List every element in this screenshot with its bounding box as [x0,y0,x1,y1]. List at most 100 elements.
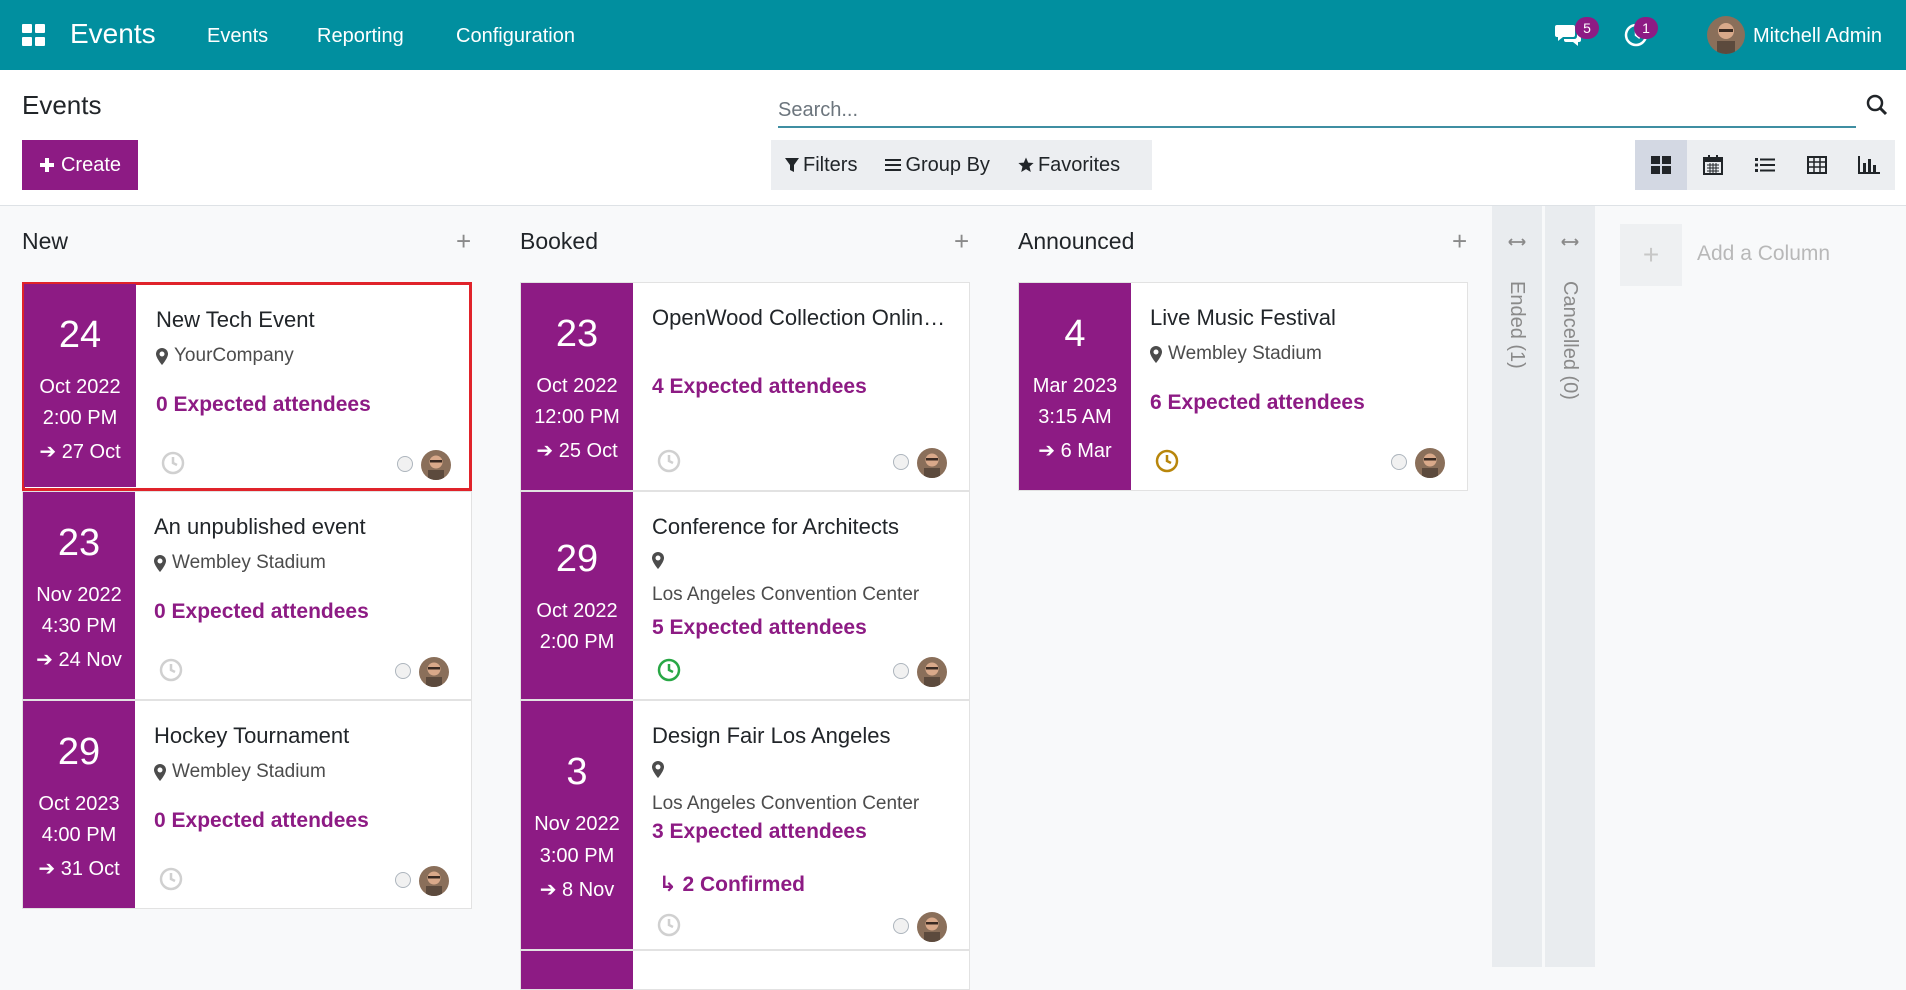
date-end-label: 6 Mar [1060,440,1112,462]
responsible-avatar[interactable] [1415,448,1445,478]
groupby-label: Group By [905,153,990,176]
activity-clock-icon[interactable] [657,913,681,942]
kanban-state-dot[interactable] [1391,454,1407,470]
control-panel: Events Create Filters Group By Favorites [0,70,1906,206]
date-time: 4:30 PM [41,615,117,637]
column-quick-create-announced[interactable]: + [1452,226,1468,256]
column-quick-create-booked[interactable]: + [954,226,970,256]
date-block: 3 Nov 2022 3:00 PM ➔ 8 Nov [521,701,633,949]
pivot-view-button[interactable] [1791,140,1843,190]
kanban-state-dot[interactable] [893,454,909,470]
event-location-label: Los Angeles Convention Center [652,584,920,605]
add-column-button[interactable]: + [1620,224,1682,286]
expand-arrows-icon [1508,234,1526,252]
date-block: 4 Mar 2023 3:15 AM ➔ 6 Mar [1019,283,1131,490]
add-column-label[interactable]: Add a Column [1697,242,1831,265]
activity-clock-icon[interactable] [159,867,183,896]
folded-column-label: Cancelled (0) [1559,281,1581,400]
date-time: 2:00 PM [539,631,615,653]
date-end-label: 8 Nov [562,879,615,901]
arrow-right-icon: ➔ [39,441,62,463]
expected-attendees: 0 Expected attendees [154,809,369,832]
date-month: Oct 2022 [39,376,121,398]
date-block: 29 Oct 2023 4:00 PM ➔ 31 Oct [23,701,135,908]
kanban-state-dot[interactable] [395,872,411,888]
expand-arrows-icon [1561,234,1579,252]
date-end: ➔ 25 Oct [521,438,633,463]
menu-reporting[interactable]: Reporting [317,25,404,47]
kanban-state-dot[interactable] [893,918,909,934]
event-card[interactable]: 23 Nov 2022 4:30 PM ➔ 24 Nov An unpublis… [22,491,472,700]
user-name[interactable]: Mitchell Admin [1753,25,1882,47]
page-title: Events [22,90,102,120]
list-view-button[interactable] [1739,140,1791,190]
date-month: Nov 2022 [534,813,620,835]
responsible-avatar[interactable] [917,448,947,478]
arrow-right-icon: ➔ [36,649,59,671]
activity-clock-icon[interactable] [1155,449,1179,478]
calendar-view-button[interactable] [1687,140,1739,190]
folded-column-ended[interactable]: Ended (1) [1492,206,1542,967]
responsible-avatar[interactable] [917,912,947,942]
event-title: Conference for Architects [652,514,900,539]
create-label: Create [60,153,122,176]
event-card[interactable]: 24 Oct 2022 2:00 PM ➔ 27 Oct New Tech Ev… [22,282,472,491]
menu-events[interactable]: Events [207,25,269,47]
apps-menu-icon[interactable] [22,24,46,46]
date-month: Mar 2023 [1032,375,1118,397]
event-card[interactable]: 4 Mar 2023 3:15 AM ➔ 6 Mar Live Music Fe… [1018,282,1468,491]
graph-view-button[interactable] [1843,140,1895,190]
map-marker-icon [156,347,168,365]
responsible-avatar[interactable] [421,450,451,480]
favorites-button[interactable]: Favorites [1018,154,1120,177]
kanban-icon [1651,156,1671,174]
expected-attendees: 6 Expected attendees [1150,391,1365,414]
filters-button[interactable]: Filters [785,154,857,177]
event-card[interactable]: 3 Nov 2022 3:00 PM ➔ 8 Nov Design Fair L… [520,700,970,950]
date-time: 3:00 PM [539,845,615,867]
date-end: ➔ 8 Nov [521,877,633,902]
date-month: Oct 2022 [536,375,618,397]
activity-clock-icon[interactable] [159,658,183,687]
search-input[interactable] [778,94,1856,126]
user-avatar[interactable] [1707,16,1745,54]
date-day: 24 [58,314,102,356]
create-button[interactable]: Create [22,140,138,190]
search-icon[interactable] [1866,94,1888,121]
responsible-avatar[interactable] [419,657,449,687]
date-block: 23 Nov 2022 4:30 PM ➔ 24 Nov [23,492,135,699]
responsible-avatar[interactable] [917,657,947,687]
event-location: Wembley Stadium [154,761,326,783]
column-quick-create-new[interactable]: + [456,226,472,256]
event-location: Wembley Stadium [1150,343,1322,365]
messages-icon[interactable] [1554,22,1582,53]
kanban-board: New + 24 Oct 2022 2:00 PM ➔ 27 Oct New T… [0,206,1906,990]
activity-clock-icon[interactable] [657,658,681,687]
event-title: New Tech Event [156,307,315,332]
responsible-avatar[interactable] [419,866,449,896]
kanban-state-dot[interactable] [397,456,413,472]
app-brand[interactable]: Events [70,18,156,49]
filter-icon [785,158,799,172]
event-location: YourCompany [156,345,294,367]
event-card-partial[interactable] [520,950,970,990]
groupby-button[interactable]: Group By [885,153,990,177]
arrow-right-icon: ➔ [38,858,61,880]
date-end-label: 27 Oct [61,441,121,463]
folded-column-cancelled[interactable]: Cancelled (0) [1545,206,1595,967]
pivot-icon [1807,156,1827,174]
kanban-state-dot[interactable] [893,663,909,679]
confirmed-attendees: ↳ 2 Confirmed [659,872,805,897]
kanban-view-button[interactable] [1635,140,1687,190]
confirmed-label: 2 Confirmed [682,873,805,896]
search-bar [778,94,1856,128]
date-month: Nov 2022 [36,584,122,606]
activity-clock-icon[interactable] [161,451,185,480]
event-card[interactable]: 29 Oct 2023 4:00 PM ➔ 31 Oct Hockey Tour… [22,700,472,909]
kanban-state-dot[interactable] [395,663,411,679]
menu-configuration[interactable]: Configuration [456,25,575,47]
event-card[interactable]: 23 Oct 2022 12:00 PM ➔ 25 Oct OpenWood C… [520,282,970,491]
date-end: ➔ 27 Oct [24,439,136,464]
event-card[interactable]: 29 Oct 2022 2:00 PM Conference for Archi… [520,491,970,700]
activity-clock-icon[interactable] [657,449,681,478]
